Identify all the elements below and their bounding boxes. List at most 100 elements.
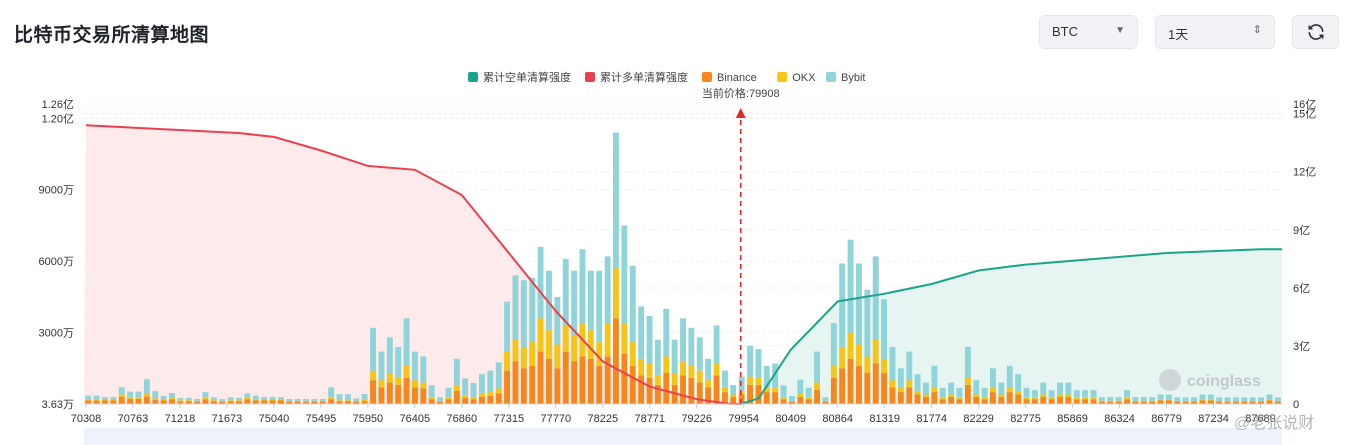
symbol-select[interactable]: BTC ▼ (1039, 15, 1138, 49)
bar-okx (504, 351, 510, 371)
bar-binance (805, 399, 812, 404)
bar-bybit (1023, 387, 1030, 398)
bar-okx (897, 387, 904, 393)
bar-okx (931, 387, 938, 393)
bar-binance (923, 396, 929, 404)
bar-okx (1249, 400, 1256, 402)
bar-okx (85, 399, 92, 401)
bar-binance (286, 401, 293, 404)
bar-binance (202, 399, 209, 404)
bar-okx (1199, 399, 1206, 401)
bar-okx (654, 375, 661, 385)
bar-binance (621, 354, 628, 404)
bar-binance (629, 365, 636, 404)
bar-okx (361, 400, 368, 401)
bar-bybit (1073, 390, 1080, 398)
refresh-button[interactable] (1292, 15, 1339, 49)
bar-binance (889, 387, 896, 404)
bar-binance (881, 373, 887, 404)
bar-okx (1241, 400, 1248, 402)
bar-binance (345, 401, 351, 404)
bar-bybit (1115, 397, 1122, 401)
bar-okx (797, 394, 804, 397)
bar-okx (562, 325, 569, 352)
x-axis-tick: 71673 (212, 413, 243, 425)
bar-okx (646, 363, 653, 378)
bar-binance (118, 396, 125, 404)
bar-okx (412, 380, 418, 388)
bar-bybit (571, 270, 578, 335)
x-axis-tick: 81774 (916, 413, 947, 425)
legend-label: 累计多单清算强度 (600, 70, 688, 84)
x-axis-tick: 77770 (541, 413, 572, 425)
bar-binance (1098, 401, 1105, 404)
bar-bybit (881, 299, 887, 359)
bar-bybit (194, 399, 201, 401)
bar-bybit (1149, 397, 1156, 401)
bar-binance (185, 401, 192, 404)
bar-okx (604, 323, 611, 357)
bar-okx (143, 393, 150, 397)
bar-okx (688, 365, 695, 378)
legend-swatch (777, 72, 788, 82)
period-select[interactable]: 1天 ⇕ (1155, 15, 1275, 49)
bar-bybit (1124, 390, 1130, 398)
bar-binance (931, 392, 938, 404)
bar-okx (722, 387, 728, 393)
x-axis-tick: 78225 (587, 413, 618, 425)
bar-okx (755, 377, 762, 385)
bar-bybit (923, 382, 929, 395)
bar-binance (1233, 401, 1239, 404)
bar-okx (244, 397, 251, 400)
bar-bybit (169, 393, 175, 398)
bar-okx (881, 358, 887, 374)
bar-okx (202, 397, 209, 400)
bar-bybit (370, 327, 376, 371)
bar-binance (244, 399, 251, 404)
bar-okx (386, 373, 393, 383)
bar-okx (127, 397, 133, 399)
bar-bybit (847, 239, 854, 333)
bar-okx (93, 399, 100, 401)
bar-binance (822, 401, 829, 404)
bar-binance (470, 399, 477, 404)
bar-binance (897, 392, 904, 404)
bar-bybit (286, 399, 293, 401)
bar-binance (814, 389, 820, 404)
bar-bybit (336, 394, 343, 401)
bar-bybit (1057, 382, 1063, 395)
bar-bybit (303, 399, 309, 401)
bar-bybit (1233, 397, 1239, 401)
bar-binance (445, 399, 452, 404)
x-axis-tick: 75950 (353, 413, 384, 425)
bar-bybit (747, 345, 753, 377)
bar-binance (152, 399, 159, 404)
bar-bybit (445, 387, 452, 398)
bar-bybit (621, 225, 628, 323)
bar-okx (814, 382, 820, 390)
bar-binance (85, 400, 92, 404)
bar-binance (638, 375, 645, 404)
bar-okx (479, 393, 485, 397)
bar-bybit (185, 397, 192, 401)
bar-bybit (177, 398, 184, 401)
bar-binance (110, 400, 117, 404)
bar-binance (520, 368, 527, 404)
coinglass-logo-icon (1159, 369, 1181, 391)
bar-okx (1157, 399, 1164, 401)
bar-bybit (948, 382, 955, 395)
bar-okx (487, 392, 494, 396)
bar-binance (252, 400, 259, 404)
bar-bybit (964, 346, 971, 378)
bar-bybit (1216, 397, 1223, 401)
bar-okx (102, 399, 108, 401)
bar-bybit (1258, 397, 1264, 401)
bar-binance (1174, 401, 1181, 404)
bar-okx (621, 323, 628, 354)
bar-okx (1274, 400, 1281, 402)
bar-okx (973, 394, 980, 397)
bar-bybit (210, 397, 217, 401)
bar-bybit (629, 265, 636, 343)
bar-bybit (529, 277, 536, 343)
